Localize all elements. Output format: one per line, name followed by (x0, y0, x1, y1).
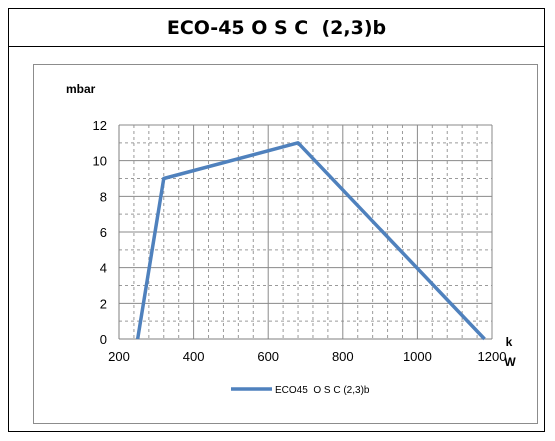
x-tick-label: 1000 (403, 349, 432, 364)
legend-label: ECO45 O S C (2,3)b (275, 385, 370, 396)
chart-title-bar: ECO-45 O S C (2,3)b (9, 9, 544, 47)
y-tick-label: 8 (100, 189, 107, 204)
x-tick-label: 800 (332, 349, 354, 364)
x-tick-label: 400 (183, 349, 205, 364)
y-axis-label: mbar (66, 82, 96, 96)
chart-area: mbar 0 2 4 6 8 10 12 200 400 600 800 1000 1200 k W ECO… (33, 64, 538, 424)
legend: ECO45 O S C (2,3)b (231, 385, 370, 396)
x-axis-label-line-2: W (504, 355, 516, 369)
axes (118, 125, 492, 340)
series-lines (135, 141, 486, 341)
y-tick-label: 6 (100, 225, 107, 240)
y-tick-label: 2 (100, 296, 107, 311)
x-axis-label-line-1: k (506, 335, 513, 349)
chart-frame: ECO-45 O S C (2,3)b mbar 0 2 4 6 8 10 12 200 400… (8, 8, 545, 432)
chart-title: ECO-45 O S C (2,3)b (166, 16, 387, 39)
y-tick-label: 4 (100, 261, 107, 276)
x-tick-label: 600 (257, 349, 279, 364)
series-line (135, 141, 486, 341)
x-tick-label: 200 (108, 349, 130, 364)
y-tick-label: 12 (93, 118, 107, 133)
y-tick-label: 10 (93, 154, 107, 169)
grid (118, 124, 493, 340)
x-tick-label: 1200 (478, 349, 507, 364)
y-tick-label: 0 (100, 332, 107, 347)
